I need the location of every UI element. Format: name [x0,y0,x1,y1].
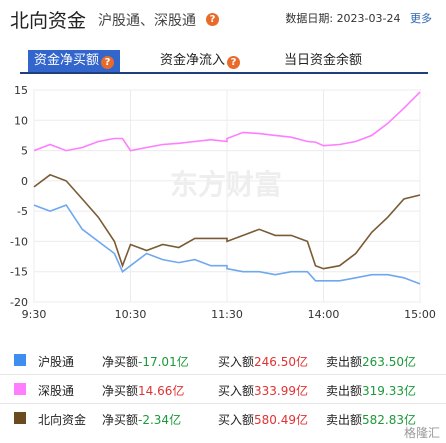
y-tick-label: 10 [14,114,28,127]
series-name: 北向资金 [38,413,87,427]
sell-amount: 卖出额582.83亿 [326,411,416,428]
buy-amount: 买入额580.49亿 [218,411,308,428]
tab-underline [20,72,428,74]
net-value: -2.34亿 [138,413,182,427]
tab-label: 资金净流入 [160,53,226,68]
legend-row-sh: 沪股通 净买额-17.01亿 买入额246.50亿 卖出额263.50亿 [0,346,446,374]
tab-label: 资金净买额 [34,53,100,68]
sell-value: 582.83亿 [362,413,417,427]
sell-label: 卖出额 [326,355,363,369]
sell-amount: 卖出额319.33亿 [326,382,416,399]
legend-row-sz: 深股通 净买额14.66亿 买入额333.99亿 卖出额319.33亿 [0,375,446,403]
chart-watermark: 东方财富 [170,168,282,200]
series-line [33,204,421,285]
tab-bar: 资金净买额? 资金净流入? 当日资金余额 [20,50,446,74]
buy-value: 580.49亿 [254,413,309,427]
x-tick-label: 11:30 [211,308,243,321]
y-tick-label: -5 [17,205,28,218]
series-name: 深股通 [38,384,75,398]
net-value: 14.66亿 [138,384,185,398]
tab-net-inflow[interactable]: 资金净流入? [160,50,241,72]
legend-row-north: 北向资金 净买额-2.34亿 买入额580.49亿 卖出额582.83亿 [0,404,446,432]
help-icon[interactable]: ? [101,56,115,69]
help-icon[interactable]: ? [206,13,219,26]
series-name: 沪股通 [38,355,75,369]
sh-swatch [14,354,26,366]
series-lines [33,91,421,285]
date-label: 数据日期: [285,12,334,25]
sell-value: 319.33亿 [362,384,417,398]
page-subtitle: 沪股通、深股通 [98,13,196,29]
net-buy: 净买额-2.34亿 [102,411,181,428]
net-buy: 净买额-17.01亿 [102,353,189,370]
y-tick-label: 15 [14,84,28,97]
data-date: 数据日期: 2023-03-24 更多 [285,10,432,26]
x-tick-label: 9:30 [22,308,47,321]
buy-label: 买入额 [218,384,255,398]
buy-label: 买入额 [218,413,255,427]
x-tick-label: 15:00 [404,308,436,321]
help-icon[interactable]: ? [227,56,241,69]
sell-value: 263.50亿 [362,355,417,369]
net-label: 净买额 [102,355,139,369]
source-watermark: 格隆汇 [403,426,440,440]
date-value: 2023-03-24 [336,12,401,25]
x-axis-ticks: 9:30 10:30 11:30 14:00 15:00 [22,308,436,321]
y-tick-label: -20 [10,296,28,309]
x-tick-label: 14:00 [308,308,340,321]
sell-label: 卖出额 [326,384,363,398]
header: 北向资金 沪股通、深股通 ? 数据日期: 2023-03-24 更多 [0,0,446,38]
y-tick-label: -15 [10,266,28,279]
net-value: -17.01亿 [138,355,189,369]
divider [0,403,446,404]
divider [0,374,446,375]
buy-amount: 买入额246.50亿 [218,353,308,370]
tab-balance[interactable]: 当日资金余额 [284,50,362,72]
sell-amount: 卖出额263.50亿 [326,353,416,370]
tab-label: 当日资金余额 [284,53,363,68]
buy-value: 246.50亿 [254,355,309,369]
buy-label: 买入额 [218,355,255,369]
line-chart: 东方财富 15 10 5 0 -5 -10 -15 -20 9:30 10:30 11:30 14:… [10,84,436,321]
buy-amount: 买入额333.99亿 [218,382,308,399]
y-axis-ticks: 15 10 5 0 -5 -10 -15 -20 [10,84,28,309]
y-tick-label: 0 [21,175,28,188]
net-label: 净买额 [102,413,139,427]
series-line [33,173,421,270]
series-line [33,91,421,152]
sz-swatch [14,383,26,395]
x-tick-label: 10:30 [115,308,147,321]
net-label: 净买额 [102,384,139,398]
page-title: 北向资金 [10,10,87,32]
buy-value: 333.99亿 [254,384,309,398]
sell-label: 卖出额 [326,413,363,427]
y-tick-label: -10 [10,235,28,248]
tab-net-buy[interactable]: 资金净买额? [28,50,121,72]
more-link[interactable]: 更多 [410,12,432,25]
net-buy: 净买额14.66亿 [102,382,184,399]
north-swatch [14,412,26,424]
y-tick-label: 5 [21,145,28,158]
